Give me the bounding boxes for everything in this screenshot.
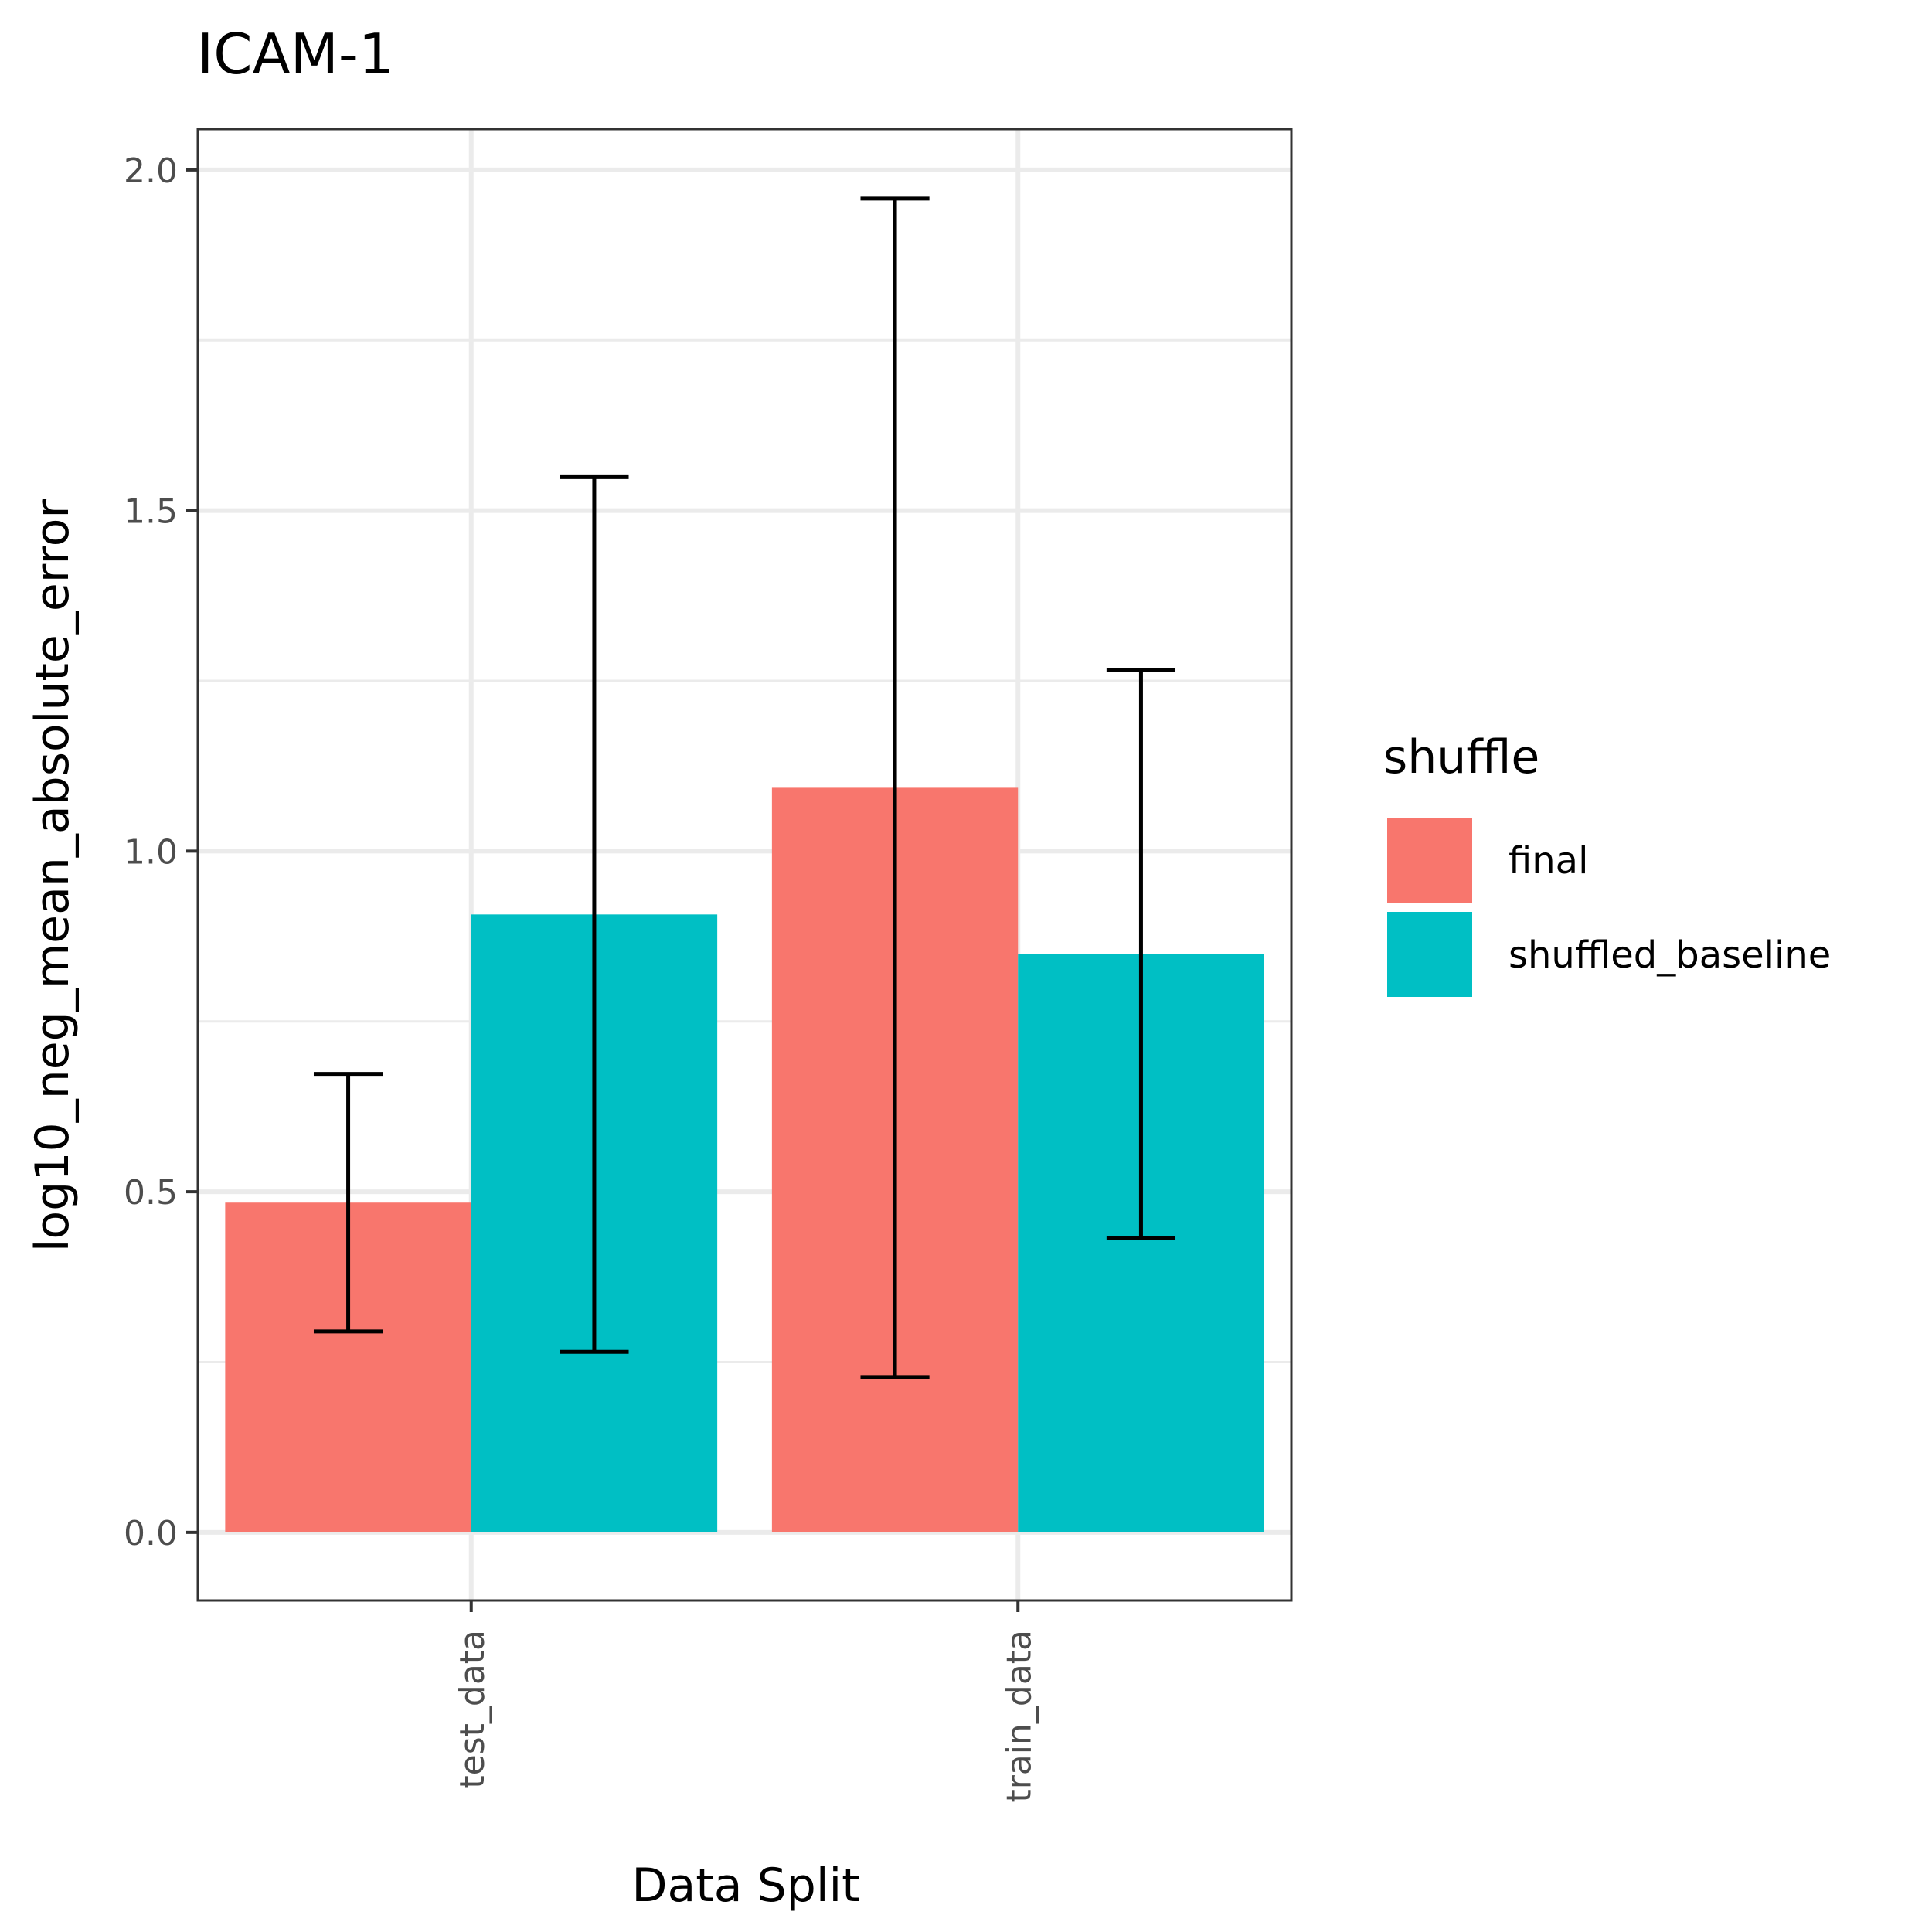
y-tick-label: 0.5 (124, 1173, 178, 1213)
x-tick-label: test_data (453, 1630, 492, 1789)
legend-label-shuffled_baseline: shuffled_baseline (1509, 934, 1831, 977)
y-tick-label: 1.0 (124, 832, 178, 872)
legend-key-final (1387, 818, 1472, 903)
legend-key-shuffled_baseline (1387, 912, 1472, 997)
legend-title: shuffle (1383, 730, 1539, 784)
y-tick-label: 2.0 (124, 151, 178, 191)
legend: shuffle final shuffled_baseline (1383, 730, 1831, 997)
x-tick-label: train_data (999, 1630, 1039, 1803)
x-axis-title: Data Split (631, 1859, 859, 1913)
panel-border (196, 128, 1293, 1602)
y-tick-label: 1.5 (124, 492, 178, 532)
x-axis: test_data train_data (453, 1600, 1039, 1803)
chart-title: ICAM-1 (197, 22, 394, 87)
plot-panel (196, 128, 1293, 1602)
y-tick-label: 0.0 (124, 1514, 178, 1553)
y-axis-title: log10_neg_mean_absolute_error (26, 499, 80, 1253)
y-axis: 0.0 0.5 1.0 1.5 2.0 (124, 151, 198, 1553)
legend-label-final: final (1509, 839, 1588, 883)
